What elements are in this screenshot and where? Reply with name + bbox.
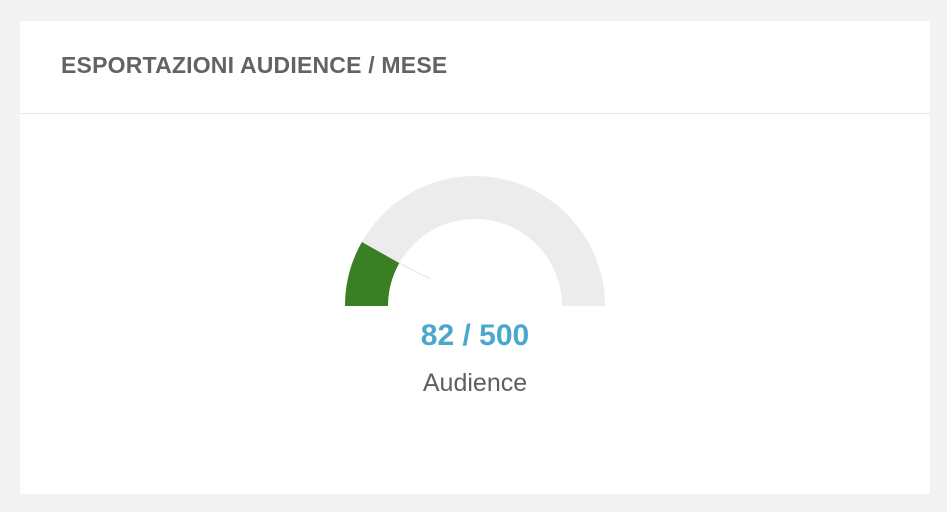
gauge-label: Audience (422, 369, 528, 397)
gauge-container: 82 / 500 Audience (20, 115, 930, 494)
card-header: ESPORTAZIONI AUDIENCE / MESE (20, 21, 930, 114)
gauge-chart (345, 176, 605, 306)
gauge-track (345, 176, 605, 306)
gauge-fill (345, 241, 400, 306)
gauge-needle (399, 262, 431, 280)
gauge-value-text: 82 / 500 (420, 319, 530, 352)
audience-exports-card: ESPORTAZIONI AUDIENCE / MESE 82 / 500 Au… (20, 21, 930, 494)
card-title: ESPORTAZIONI AUDIENCE / MESE (61, 51, 448, 78)
